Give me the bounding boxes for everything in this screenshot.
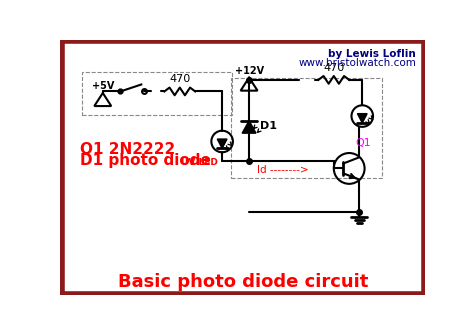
Text: Q1 2N2222: Q1 2N2222: [80, 142, 175, 157]
Text: +12V: +12V: [235, 66, 264, 76]
Text: D1 photo diode: D1 photo diode: [80, 153, 210, 168]
Text: +5V: +5V: [91, 81, 114, 91]
Text: D1: D1: [260, 121, 277, 131]
Text: Basic photo diode circuit: Basic photo diode circuit: [118, 273, 368, 290]
Polygon shape: [357, 114, 367, 123]
Text: 470: 470: [169, 74, 191, 85]
Polygon shape: [242, 121, 256, 133]
Text: www.bristolwatch.com: www.bristolwatch.com: [298, 58, 416, 68]
Polygon shape: [217, 139, 227, 148]
Text: by Lewis Loflin: by Lewis Loflin: [328, 49, 416, 59]
Bar: [231, 78, 382, 178]
Text: Id -------->: Id -------->: [257, 165, 309, 175]
Text: 470: 470: [323, 63, 345, 73]
Text: UV LED: UV LED: [182, 158, 219, 167]
Bar: [82, 72, 232, 115]
Text: Q1: Q1: [356, 138, 371, 148]
